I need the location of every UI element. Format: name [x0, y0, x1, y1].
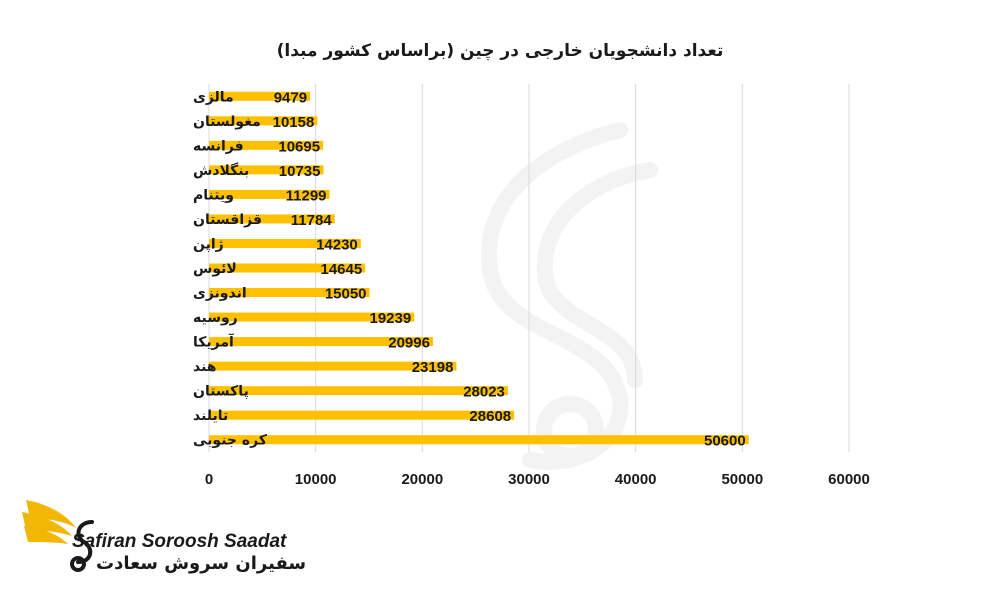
x-tick-label: 40000 [615, 471, 657, 488]
category-label: قزاقستان [193, 212, 262, 228]
x-tick-label: 10000 [295, 471, 337, 488]
data-label: 14645 [320, 261, 362, 278]
x-tick-label: 0 [205, 471, 213, 488]
chart-title: تعداد دانشجویان خارجی در چین (براساس کشو… [277, 41, 724, 61]
bar [209, 189, 330, 199]
category-label: اندونزی [193, 286, 247, 302]
category-label: فرانسه [193, 138, 244, 154]
category-label: آمریکا [193, 333, 235, 351]
data-label: 11299 [286, 187, 327, 204]
category-label: روسیه [193, 310, 238, 326]
bar [209, 238, 361, 248]
brand-name-persian: سفیران سروش سعادت [96, 553, 307, 574]
data-label: 19239 [369, 310, 411, 327]
bar [209, 91, 311, 101]
category-label: هند [193, 359, 217, 375]
data-label: 20996 [388, 335, 430, 352]
bar [209, 361, 457, 371]
brand-name-english: Safiran Soroosh Saadat [72, 531, 287, 552]
x-tick-label: 30000 [508, 471, 550, 488]
data-label: 10735 [279, 163, 321, 180]
x-tick-label: 50000 [721, 471, 763, 488]
data-label: 11784 [291, 212, 333, 229]
data-label: 14230 [316, 236, 358, 253]
data-label: 23198 [412, 359, 454, 376]
x-tick-label: 60000 [828, 471, 870, 488]
data-label: 28608 [469, 408, 511, 425]
bar [209, 165, 324, 175]
data-label: 15050 [325, 286, 367, 303]
data-label: 9479 [274, 89, 307, 106]
category-label: لائوس [193, 261, 237, 277]
bar [209, 214, 335, 224]
category-labels-group: مالزی مغولستان فرانسه بنگلادش ویتنام قزاقستان… [193, 89, 268, 448]
bar [209, 435, 749, 445]
data-label: 10158 [273, 114, 315, 131]
category-label: بنگلادش [193, 162, 249, 179]
data-label: 28023 [463, 384, 505, 401]
x-axis-ticks: 0 10000 20000 30000 40000 50000 60000 [205, 471, 870, 488]
data-label: 50600 [704, 433, 746, 450]
category-label: مغولستان [193, 114, 261, 130]
category-label: تایلند [193, 408, 228, 424]
bar [209, 140, 324, 150]
bar [209, 410, 515, 420]
category-label: ویتنام [193, 187, 234, 203]
bar [209, 116, 318, 126]
bar [209, 312, 415, 322]
category-label: مالزی [193, 89, 234, 105]
data-labels-group: 9479 10158 10695 10735 11299 11784 14230 14645 1… [273, 89, 746, 449]
bars-group [209, 91, 749, 445]
category-label: پاکستان [193, 384, 249, 400]
bar [209, 337, 433, 347]
data-label: 10695 [278, 138, 320, 155]
category-label: ژاپن [193, 236, 224, 252]
category-label: کره جنوبی [193, 433, 268, 449]
bar [209, 288, 370, 298]
bar [209, 386, 508, 396]
bar [209, 263, 366, 273]
x-tick-label: 20000 [401, 471, 443, 488]
brand-logo-icon [22, 500, 94, 572]
